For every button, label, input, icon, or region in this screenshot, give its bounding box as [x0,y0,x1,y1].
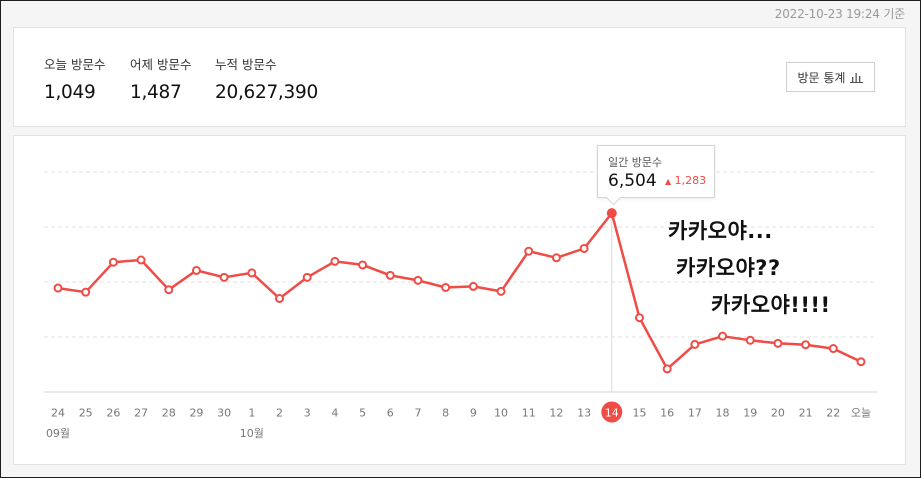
data-point [191,265,201,275]
x-tick-label: 10 [494,407,508,420]
x-tick-label: 27 [134,407,148,420]
x-tick-label: 24 [51,407,65,420]
data-point [690,339,700,349]
chart-card [13,135,906,465]
x-tick-label: 17 [688,407,702,420]
data-point [302,272,312,282]
data-point [275,294,285,303]
x-tick-label: 12 [549,407,563,420]
data-point [579,243,589,253]
x-tick-label: 2 [276,407,283,420]
data-point [496,286,506,296]
data-point [745,335,755,345]
up-arrow-icon: ▲ [665,177,672,186]
stat-label: 누적 방문수 [215,57,277,72]
data-point [108,257,118,267]
data-point [468,281,478,291]
x-tick-label: 30 [217,407,231,420]
x-tick-label: 16 [660,407,674,420]
data-point [551,253,561,263]
data-point [385,270,395,280]
annotation-2: 카카오야?? [676,256,781,280]
data-point [164,285,174,295]
tooltip-label: 일간 방문수 [608,156,663,169]
stat-label: 어제 방문수 [130,57,192,72]
x-month-label: 10월 [240,427,264,440]
x-tick-label: 20 [771,407,785,420]
x-tick-label: 6 [387,407,394,420]
x-tick-label: 13 [577,407,591,420]
data-point [828,344,838,354]
tooltip-value: 6,504 [608,171,657,191]
stat-today: 오늘 방문수 1,049 [44,54,105,103]
data-point [718,331,728,341]
data-point [634,313,644,323]
visit-stats-button-label: 방문 통계 [797,70,846,85]
stat-label: 오늘 방문수 [44,57,106,72]
data-point [801,340,811,350]
data-point [136,255,146,265]
stat-value: 20,627,390 [215,82,318,103]
x-tick-label: 9 [470,407,477,420]
x-tick-label: 19 [743,407,757,420]
data-point [247,268,257,278]
x-tick-label: 7 [414,407,421,420]
data-point [81,287,91,297]
x-tick-label: 오늘 [851,407,871,420]
x-tick-label: 14 [605,407,619,420]
x-tick-label: 28 [162,407,176,420]
stat-value: 1,049 [44,82,96,103]
summary-card: 오늘 방문수 1,049 어제 방문수 1,487 누적 방문수 20,627,… [13,27,906,127]
data-point [441,283,451,292]
x-tick-label: 4 [331,407,338,420]
stat-total: 누적 방문수 20,627,390 [215,54,318,103]
data-point [662,364,672,374]
annotation-3: 카카오야!!!! [711,293,831,317]
x-tick-label: 3 [304,407,311,420]
data-point [524,246,534,256]
x-tick-label: 22 [826,407,840,420]
timestamp: 2022-10-23 19:24 기준 [774,7,905,21]
annotation-1: 카카오야... [668,219,773,243]
data-point [330,256,340,266]
data-point [219,272,229,282]
x-tick-label: 8 [442,407,449,420]
tooltip-change: ▲ 1,283 [665,174,706,187]
x-tick-label: 11 [522,407,536,420]
data-point [773,338,783,348]
highlight-label-badge [601,401,623,423]
x-tick-label: 1 [248,407,255,420]
daily-visits-tooltip: 일간 방문수 6,504 ▲ 1,283 [597,145,715,198]
visit-stats-button[interactable]: 방문 통계 [786,62,875,92]
x-tick-label: 25 [79,407,93,420]
stat-value: 1,487 [130,82,182,103]
x-month-label: 09월 [46,427,70,440]
bar-chart-icon [850,72,864,83]
data-point [358,260,368,270]
tooltip-change-value: 1,283 [674,174,707,187]
stat-yesterday: 어제 방문수 1,487 [130,54,191,103]
x-tick-label: 29 [189,407,203,420]
data-point [53,283,63,293]
x-tick-label: 15 [632,407,646,420]
data-point [413,275,423,285]
data-point-highlight [606,208,617,219]
x-tick-label: 5 [359,407,366,420]
x-tick-label: 18 [716,407,730,420]
series-line [57,211,862,371]
x-tick-label: 26 [106,407,120,420]
data-point [856,357,866,367]
x-tick-label: 21 [799,407,813,420]
